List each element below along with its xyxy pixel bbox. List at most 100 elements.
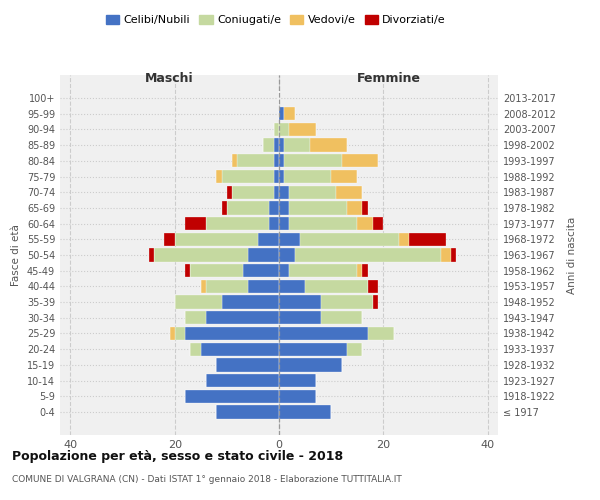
Bar	[279, 107, 284, 120]
Bar	[217, 170, 221, 183]
Bar	[217, 358, 279, 372]
Bar	[221, 201, 227, 214]
Bar	[221, 296, 279, 309]
Bar	[279, 342, 347, 356]
Text: Femmine: Femmine	[356, 72, 421, 86]
Bar	[399, 232, 409, 246]
Bar	[248, 280, 279, 293]
Bar	[242, 264, 279, 278]
Bar	[451, 248, 456, 262]
Bar	[185, 311, 206, 324]
Bar	[279, 154, 284, 168]
Bar	[185, 390, 279, 403]
Bar	[258, 232, 279, 246]
Bar	[227, 201, 269, 214]
Text: Popolazione per età, sesso e stato civile - 2018: Popolazione per età, sesso e stato civil…	[12, 450, 343, 463]
Bar	[154, 248, 248, 262]
Bar	[373, 217, 383, 230]
Bar	[201, 280, 206, 293]
Bar	[206, 374, 279, 387]
Bar	[310, 138, 347, 152]
Bar	[284, 107, 295, 120]
Bar	[279, 232, 300, 246]
Bar	[289, 217, 357, 230]
Text: COMUNE DI VALGRANA (CN) - Dati ISTAT 1° gennaio 2018 - Elaborazione TUTTITALIA.I: COMUNE DI VALGRANA (CN) - Dati ISTAT 1° …	[12, 475, 402, 484]
Bar	[362, 201, 368, 214]
Bar	[440, 248, 451, 262]
Bar	[321, 311, 362, 324]
Bar	[357, 264, 362, 278]
Bar	[175, 296, 221, 309]
Bar	[284, 138, 310, 152]
Bar	[190, 342, 201, 356]
Bar	[170, 327, 175, 340]
Bar	[279, 138, 284, 152]
Bar	[217, 406, 279, 418]
Bar	[347, 342, 362, 356]
Bar	[274, 154, 279, 168]
Bar	[274, 170, 279, 183]
Bar	[368, 327, 394, 340]
Bar	[274, 186, 279, 199]
Bar	[269, 201, 279, 214]
Bar	[175, 327, 185, 340]
Bar	[289, 264, 357, 278]
Bar	[279, 390, 316, 403]
Bar	[362, 264, 368, 278]
Bar	[373, 296, 378, 309]
Bar	[274, 123, 279, 136]
Bar	[279, 296, 321, 309]
Y-axis label: Anni di nascita: Anni di nascita	[567, 216, 577, 294]
Bar	[185, 264, 190, 278]
Bar	[279, 280, 305, 293]
Bar	[279, 170, 284, 183]
Bar	[269, 217, 279, 230]
Bar	[190, 264, 242, 278]
Bar	[248, 248, 279, 262]
Bar	[206, 217, 269, 230]
Bar	[279, 201, 289, 214]
Bar	[279, 264, 289, 278]
Bar	[368, 280, 378, 293]
Bar	[409, 232, 446, 246]
Bar	[289, 123, 316, 136]
Bar	[263, 138, 274, 152]
Bar	[347, 201, 362, 214]
Bar	[289, 186, 337, 199]
Bar	[279, 374, 316, 387]
Bar	[321, 296, 373, 309]
Bar	[237, 154, 274, 168]
Bar	[274, 138, 279, 152]
Bar	[279, 327, 368, 340]
Bar	[175, 232, 258, 246]
Bar	[232, 186, 274, 199]
Bar	[149, 248, 154, 262]
Bar	[201, 342, 279, 356]
Bar	[279, 123, 289, 136]
Bar	[279, 248, 295, 262]
Bar	[185, 217, 206, 230]
Bar	[279, 358, 341, 372]
Bar	[289, 201, 347, 214]
Bar	[305, 280, 368, 293]
Bar	[164, 232, 175, 246]
Bar	[279, 406, 331, 418]
Bar	[185, 327, 279, 340]
Bar	[279, 217, 289, 230]
Bar	[284, 154, 341, 168]
Bar	[341, 154, 378, 168]
Bar	[227, 186, 232, 199]
Bar	[279, 186, 289, 199]
Bar	[284, 170, 331, 183]
Bar	[221, 170, 274, 183]
Bar	[232, 154, 237, 168]
Bar	[337, 186, 362, 199]
Bar	[295, 248, 440, 262]
Bar	[300, 232, 399, 246]
Bar	[357, 217, 373, 230]
Bar	[206, 280, 248, 293]
Bar	[206, 311, 279, 324]
Legend: Celibi/Nubili, Coniugati/e, Vedovi/e, Divorziati/e: Celibi/Nubili, Coniugati/e, Vedovi/e, Di…	[101, 10, 451, 30]
Bar	[331, 170, 357, 183]
Text: Maschi: Maschi	[145, 72, 194, 86]
